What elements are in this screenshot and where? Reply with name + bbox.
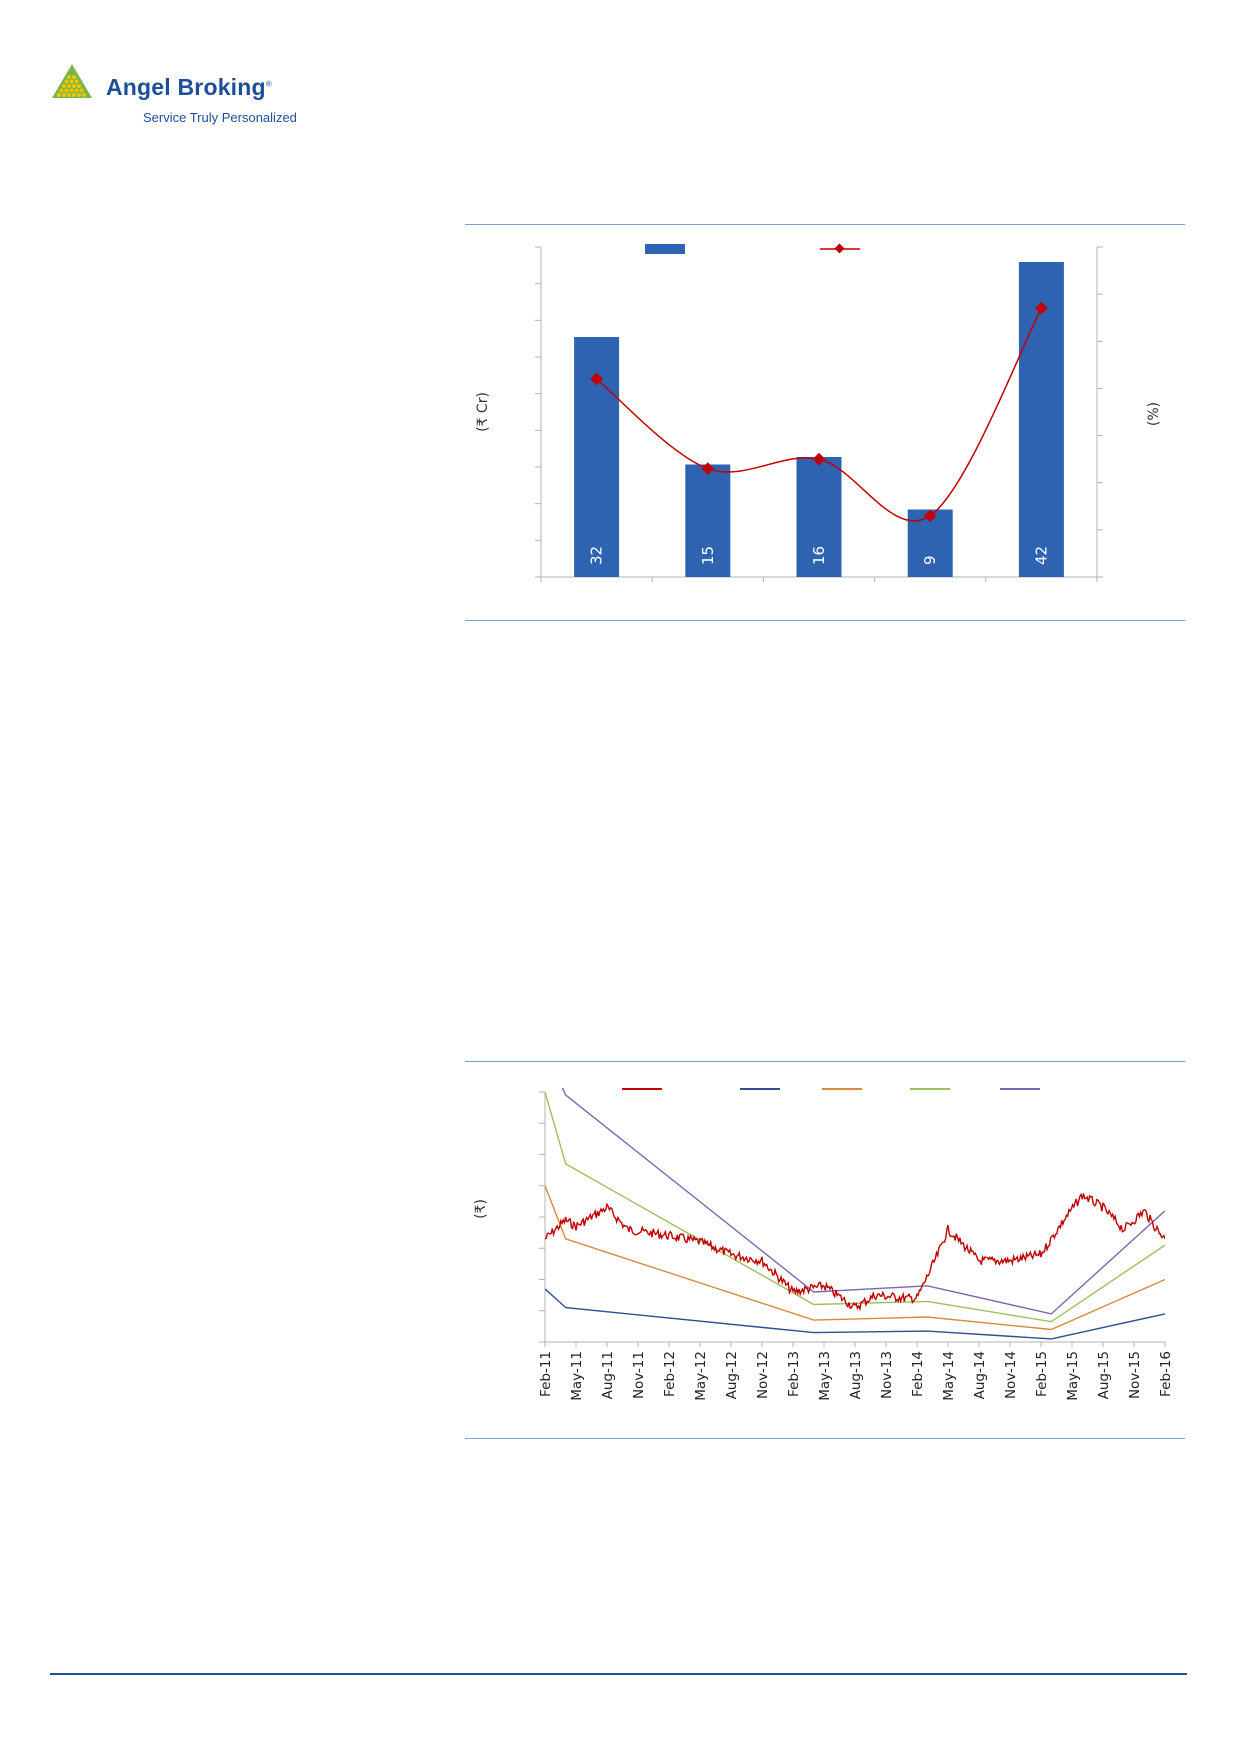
y-axis-title: (₹)	[473, 1199, 489, 1219]
bar-value-label: 9	[921, 555, 939, 565]
x-tick-label: Feb-16	[1158, 1351, 1174, 1397]
x-tick-label: Feb-11	[538, 1351, 554, 1397]
x-tick-label: Nov-11	[631, 1351, 647, 1399]
bar-value-label: 32	[588, 546, 606, 565]
x-tick-label: Aug-12	[724, 1351, 740, 1399]
x-tick-label: Nov-13	[879, 1351, 895, 1399]
x-tick-label: Aug-15	[1096, 1351, 1112, 1399]
bar	[685, 464, 731, 577]
x-tick-label: Nov-14	[1003, 1351, 1019, 1399]
bar	[796, 457, 842, 577]
x-tick-label: Feb-15	[1034, 1351, 1050, 1397]
x-tick-label: Aug-13	[848, 1351, 864, 1399]
chart2-bottom-rule	[465, 1438, 1185, 1439]
band-line	[545, 1091, 1165, 1323]
revenue-margin-chart: (₹ Cr) (%) 32 15 16 9 42	[475, 243, 1162, 582]
x-tick-label: Feb-13	[786, 1351, 802, 1397]
chart2-top-rule	[465, 1061, 1185, 1062]
bar-value-label: 15	[699, 546, 717, 565]
x-tick-label: May-14	[941, 1351, 957, 1401]
footer-rule	[50, 1673, 1187, 1675]
x-tick-label: Feb-12	[662, 1351, 678, 1397]
y-axis-left-title: (₹ Cr)	[475, 392, 491, 432]
x-tick-label: Aug-14	[972, 1351, 988, 1399]
brand-name: Angel Broking®	[106, 74, 272, 100]
x-tick-label: May-11	[569, 1351, 585, 1401]
x-tick-label: Nov-15	[1127, 1351, 1143, 1399]
price-band-chart: (₹) Feb-11 May-11 Aug-11 Nov-11 Feb-12 May-12 A…	[473, 1088, 1174, 1401]
price-line	[545, 1192, 1165, 1312]
y-axis-right-title: (%)	[1146, 402, 1162, 426]
bar-value-label: 42	[1032, 546, 1050, 565]
margin-point	[590, 372, 603, 386]
legend-bar-swatch	[645, 244, 685, 254]
chart1-bottom-rule	[465, 620, 1185, 621]
x-tick-label: Feb-14	[910, 1351, 926, 1397]
x-tick-label: Nov-12	[755, 1351, 771, 1399]
bar-value-label: 16	[810, 546, 828, 565]
band-line	[545, 1185, 1165, 1331]
chart1-top-rule	[465, 224, 1185, 225]
x-tick-label: May-12	[693, 1351, 709, 1401]
band-line	[561, 1088, 1165, 1315]
brand-tagline: Service Truly Personalized	[143, 110, 297, 125]
angel-broking-logo: Angel Broking® Service Truly Personalize…	[50, 62, 310, 132]
x-tick-label: May-15	[1065, 1351, 1081, 1401]
legend-line-marker	[834, 243, 845, 254]
margin-line	[596, 307, 1043, 522]
x-tick-label: May-13	[817, 1351, 833, 1401]
logo-triangle-icon	[52, 64, 92, 98]
band-line	[545, 1288, 1165, 1340]
x-tick-label: Aug-11	[600, 1351, 616, 1399]
